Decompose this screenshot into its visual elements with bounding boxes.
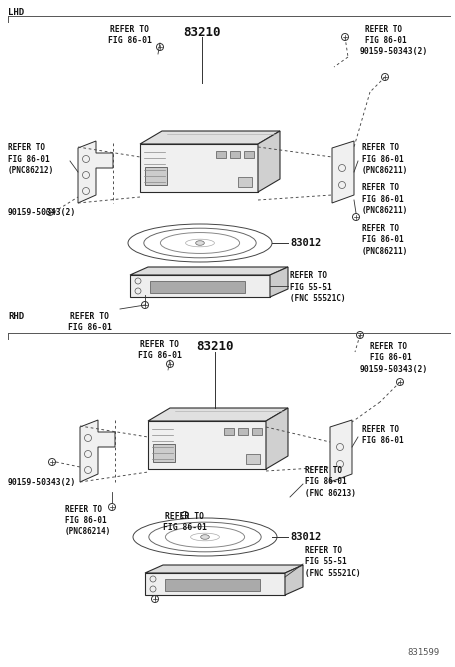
FancyBboxPatch shape [145, 167, 167, 185]
Polygon shape [130, 267, 288, 275]
Text: REFER TO
FIG 86-01
(PNC86212): REFER TO FIG 86-01 (PNC86212) [8, 143, 54, 175]
Polygon shape [329, 420, 351, 482]
FancyBboxPatch shape [165, 579, 259, 591]
FancyBboxPatch shape [153, 444, 175, 462]
Polygon shape [140, 144, 258, 192]
Polygon shape [145, 573, 284, 595]
FancyBboxPatch shape [238, 177, 252, 187]
Polygon shape [140, 131, 279, 144]
FancyBboxPatch shape [223, 428, 233, 435]
Polygon shape [258, 131, 279, 192]
Text: 83012: 83012 [289, 238, 320, 248]
FancyBboxPatch shape [150, 281, 244, 293]
FancyBboxPatch shape [216, 151, 226, 158]
Polygon shape [269, 267, 288, 297]
Text: REFER TO
FIG 86-01
(PNC86211): REFER TO FIG 86-01 (PNC86211) [361, 183, 407, 215]
Text: 90159-50343(2): 90159-50343(2) [359, 47, 427, 56]
Text: REFER TO
FIG 86-01
(PNC86211): REFER TO FIG 86-01 (PNC86211) [361, 224, 407, 255]
Text: 90159-50343(2): 90159-50343(2) [8, 478, 76, 486]
FancyBboxPatch shape [238, 428, 248, 435]
FancyBboxPatch shape [229, 151, 239, 158]
Text: REFER TO
FIG 86-01: REFER TO FIG 86-01 [364, 25, 406, 45]
Text: 90159-50343(2): 90159-50343(2) [8, 207, 76, 217]
Text: RHD: RHD [8, 312, 24, 321]
Polygon shape [265, 408, 288, 469]
Text: REFER TO
FIG 86-01: REFER TO FIG 86-01 [361, 425, 403, 445]
Ellipse shape [200, 535, 209, 540]
Polygon shape [80, 420, 115, 482]
Text: LHD: LHD [8, 8, 24, 17]
Text: REFER TO
FIG 55-51
(FNC 55521C): REFER TO FIG 55-51 (FNC 55521C) [304, 546, 360, 578]
Text: REFER TO
FIG 86-01
(PNC86211): REFER TO FIG 86-01 (PNC86211) [361, 143, 407, 175]
FancyBboxPatch shape [245, 454, 259, 464]
Text: 831599: 831599 [407, 648, 439, 657]
Text: REFER TO
FIG 86-01: REFER TO FIG 86-01 [138, 340, 182, 360]
Text: REFER TO
FIG 86-01: REFER TO FIG 86-01 [163, 512, 207, 532]
Text: 83210: 83210 [196, 340, 233, 354]
Polygon shape [130, 275, 269, 297]
Polygon shape [145, 565, 302, 573]
Polygon shape [284, 565, 302, 595]
Text: REFER TO
FIG 86-01: REFER TO FIG 86-01 [369, 342, 411, 362]
Text: REFER TO
FIG 86-01
(FNC 86213): REFER TO FIG 86-01 (FNC 86213) [304, 466, 355, 498]
Text: REFER TO
FIG 86-01: REFER TO FIG 86-01 [68, 312, 111, 332]
Polygon shape [78, 141, 113, 203]
Text: 83012: 83012 [289, 532, 320, 542]
FancyBboxPatch shape [243, 151, 253, 158]
Text: REFER TO
FIG 55-51
(FNC 55521C): REFER TO FIG 55-51 (FNC 55521C) [289, 271, 345, 303]
FancyBboxPatch shape [252, 428, 262, 435]
Text: REFER TO
FIG 86-01
(PNC86214): REFER TO FIG 86-01 (PNC86214) [65, 505, 111, 536]
Text: 83210: 83210 [183, 25, 220, 39]
Text: 90159-50343(2): 90159-50343(2) [359, 365, 427, 374]
Polygon shape [331, 141, 353, 203]
Ellipse shape [195, 241, 204, 245]
Text: REFER TO
FIG 86-01: REFER TO FIG 86-01 [108, 25, 152, 45]
Polygon shape [148, 408, 288, 421]
Polygon shape [148, 421, 265, 469]
